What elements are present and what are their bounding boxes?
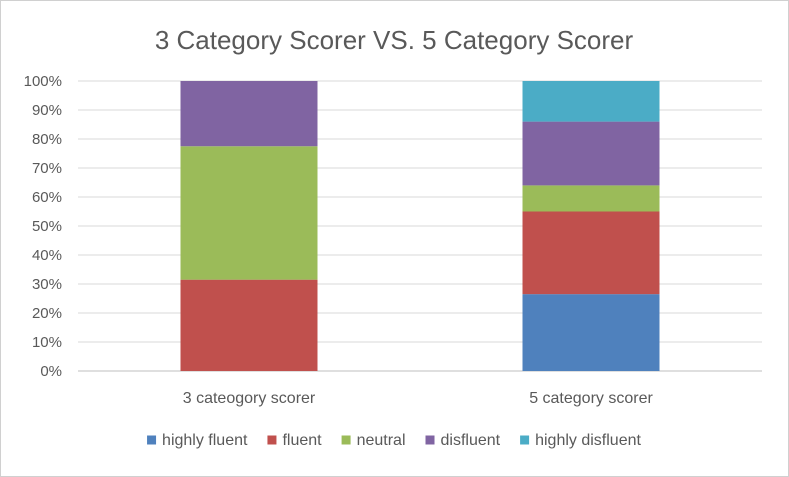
y-tick-label: 0% (40, 363, 62, 380)
legend-item: highly disfluent (520, 432, 642, 449)
y-tick-label: 30% (32, 276, 62, 293)
legend-item: disfluent (425, 432, 501, 449)
legend-item: fluent (267, 432, 322, 449)
bar-segment-neutral (522, 185, 660, 212)
bar-segment-fluent (180, 279, 318, 371)
legend-swatch (520, 435, 530, 445)
y-tick-label: 40% (32, 247, 62, 264)
y-axis: 0% 10% 20% 30% 40% 50% 60% 70% 80% 90% 100% (24, 73, 62, 380)
legend-swatch (425, 435, 435, 445)
legend-label: fluent (282, 432, 322, 449)
bar-segment-disfluent (180, 81, 318, 147)
legend-label: neutral (357, 432, 406, 449)
x-tick-label: 3 cateogory scorer (183, 390, 316, 407)
y-tick-label: 50% (32, 218, 62, 235)
bar-segment-disfluent (522, 121, 660, 186)
x-axis: 3 cateogory scorer 5 category scorer (183, 390, 654, 407)
bar-segment-highly-disfluent (522, 81, 660, 122)
chart-title: 3 Category Scorer VS. 5 Category Scorer (155, 25, 634, 55)
y-tick-label: 80% (32, 131, 62, 148)
y-tick-label: 60% (32, 189, 62, 206)
y-tick-label: 20% (32, 305, 62, 322)
legend: highly fluent fluent neutral disfluent highl… (147, 432, 642, 449)
y-tick-label: 70% (32, 160, 62, 177)
x-tick-label: 5 category scorer (529, 390, 653, 407)
legend-swatch (147, 435, 157, 445)
legend-swatch (341, 435, 351, 445)
legend-item: highly fluent (147, 432, 248, 449)
y-tick-label: 100% (24, 73, 62, 90)
bars (180, 81, 660, 371)
legend-label: highly disfluent (535, 432, 641, 449)
bar-segment-fluent (522, 211, 660, 295)
bar-segment-neutral (180, 146, 318, 280)
y-tick-label: 10% (32, 334, 62, 351)
bar-segment-highly-fluent (522, 294, 660, 371)
y-tick-label: 90% (32, 102, 62, 119)
legend-swatch (267, 435, 277, 445)
legend-label: disfluent (441, 432, 501, 449)
legend-item: neutral (341, 432, 406, 449)
legend-label: highly fluent (162, 432, 248, 449)
